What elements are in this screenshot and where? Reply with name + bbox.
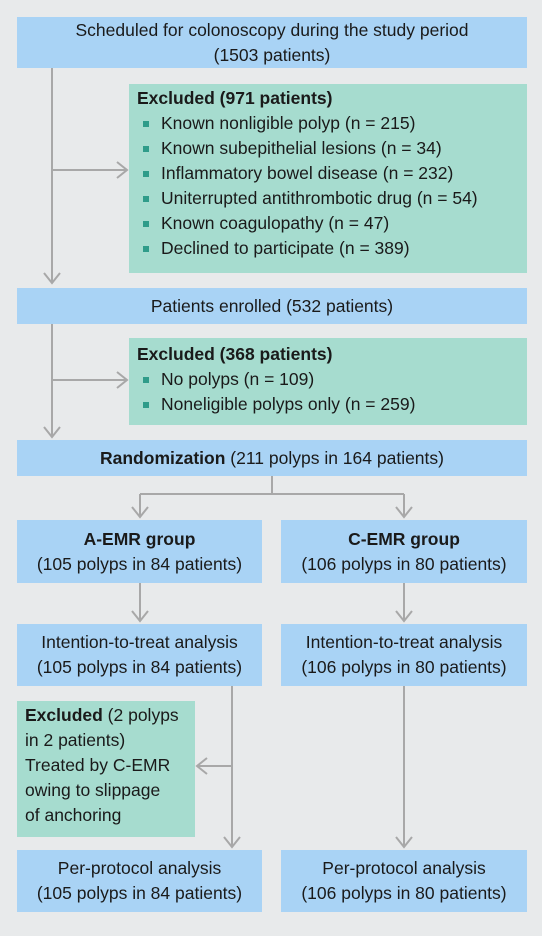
aemr-group-box: A-EMR group (105 polyps in 84 patients) <box>17 520 262 583</box>
scheduled-line1: Scheduled for colonoscopy during the stu… <box>75 19 469 40</box>
arrowhead-down-ittc-pp <box>395 836 413 849</box>
arrowhead-down-cemr-itt <box>395 610 413 623</box>
excluded-box-2: Excluded (368 patients) No polyps (n = 1… <box>129 338 527 425</box>
excluded-3-label: Excluded <box>25 705 103 725</box>
arrowhead-right-2 <box>116 371 129 389</box>
itt-a-box: Intention-to-treat analysis (105 polyps … <box>17 624 262 686</box>
pp-c-detail: (106 polyps in 80 patients) <box>301 883 507 903</box>
pp-a-detail: (105 polyps in 84 patients) <box>36 883 243 903</box>
enrolled-text: Patients enrolled (532 patients) <box>150 295 394 316</box>
excluded-1-list: Known nonligible polyp (n = 215) Known s… <box>137 111 527 261</box>
enrolled-box: Patients enrolled (532 patients) <box>17 288 527 324</box>
arrowhead-left-excluded <box>195 757 208 775</box>
scheduled-line2: (1503 patients) <box>213 44 331 65</box>
excluded-2-list: No polyps (n = 109) Noneligible polyps o… <box>137 367 527 417</box>
cemr-detail: (106 polyps in 80 patients) <box>301 553 507 574</box>
pp-a-box: Per-protocol analysis (105 polyps in 84 … <box>17 850 262 912</box>
arrowhead-down-split-left <box>131 506 149 519</box>
excluded-3-line2: in 2 patients) <box>25 730 126 750</box>
arrowhead-down-itta-pp <box>223 836 241 849</box>
arrowhead-down-2 <box>43 426 61 439</box>
excluded-box-1: Excluded (971 patients) Known nonligible… <box>129 84 527 273</box>
excluded-2-title: Excluded (368 patients) <box>137 344 333 364</box>
randomization-text: Randomization (211 polyps in 164 patient… <box>100 446 444 471</box>
pp-c-title: Per-protocol analysis <box>322 858 486 878</box>
itt-a-detail: (105 polyps in 84 patients) <box>36 657 243 677</box>
pp-c-box: Per-protocol analysis (106 polyps in 80 … <box>281 850 527 912</box>
itt-c-box: Intention-to-treat analysis (106 polyps … <box>281 624 527 686</box>
list-item: No polyps (n = 109) <box>137 367 527 392</box>
itt-c-title: Intention-to-treat analysis <box>305 632 503 652</box>
excluded-1-title: Excluded (971 patients) <box>137 88 333 108</box>
cemr-group-box: C-EMR group (106 polyps in 80 patients) <box>281 520 527 583</box>
scheduled-box: Scheduled for colonoscopy during the stu… <box>17 17 527 68</box>
list-item: Known coagulopathy (n = 47) <box>137 211 527 236</box>
excluded-3-line4: owing to slippage <box>25 780 161 800</box>
aemr-title: A-EMR group <box>83 528 196 549</box>
arrowhead-right-1 <box>116 161 129 179</box>
list-item: Uniterrupted antithrombotic drug (n = 54… <box>137 186 527 211</box>
pp-a-title: Per-protocol analysis <box>57 858 222 878</box>
excluded-3-line1-rest: (2 polyps <box>102 705 179 725</box>
randomization-box: Randomization (211 polyps in 164 patient… <box>17 440 527 476</box>
arrowhead-down-split-right <box>395 506 413 519</box>
list-item: Inflammatory bowel disease (n = 232) <box>137 161 527 186</box>
randomization-label: Randomization <box>100 447 226 468</box>
cemr-title: C-EMR group <box>348 528 460 549</box>
arrowhead-down-1 <box>43 272 61 285</box>
itt-a-title: Intention-to-treat analysis <box>41 632 238 652</box>
arrowhead-down-aemr-itt <box>131 610 149 623</box>
itt-c-detail: (106 polyps in 80 patients) <box>301 657 507 677</box>
list-item: Declined to participate (n = 389) <box>137 236 527 261</box>
randomization-detail: (211 polyps in 164 patients) <box>225 447 444 468</box>
excluded-3-line3: Treated by C-EMR <box>25 755 171 775</box>
list-item: Known subepithelial lesions (n = 34) <box>137 136 527 161</box>
aemr-detail: (105 polyps in 84 patients) <box>36 553 243 574</box>
excluded-3-line5: of anchoring <box>25 805 122 825</box>
excluded-3-line1: Excluded (2 polyps <box>25 703 195 728</box>
excluded-box-3: Excluded (2 polyps in 2 patients) Treate… <box>17 701 195 837</box>
list-item: Known nonligible polyp (n = 215) <box>137 111 527 136</box>
list-item: Noneligible polyps only (n = 259) <box>137 392 527 417</box>
